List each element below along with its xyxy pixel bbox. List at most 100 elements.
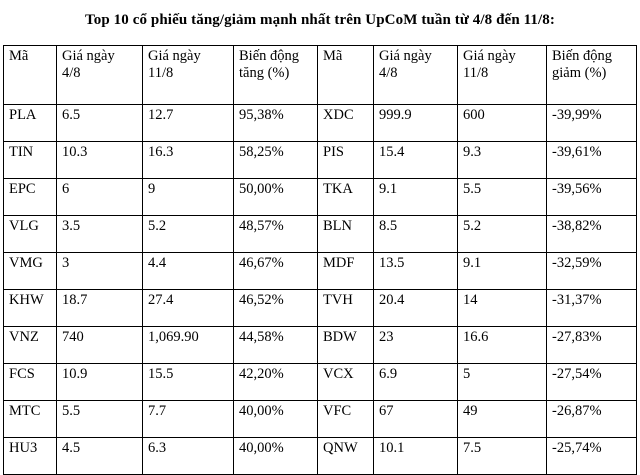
column-header-losers-code: Mã — [317, 45, 374, 105]
page-title: Top 10 cổ phiếu tăng/giảm mạnh nhất trên… — [85, 12, 555, 28]
cell-loser-price-1108: 16.6 — [457, 326, 547, 364]
cell-loser-price-0408: 8.5 — [373, 215, 458, 253]
column-header-gainers-change: Biến động tăng (%) — [233, 45, 318, 105]
column-header-gainers-code: Mã — [3, 45, 57, 105]
cell-loser-price-1108: 49 — [457, 400, 547, 438]
cell-loser-code: VCX — [317, 363, 374, 401]
cell-loser-price-0408: 67 — [373, 400, 458, 438]
table-header-row: Mã Giá ngày 4/8 Giá ngày 11/8 Biến động … — [3, 45, 637, 105]
cell-loser-price-1108: 5.2 — [457, 215, 547, 253]
cell-loser-price-0408: 9.1 — [373, 178, 458, 216]
cell-loser-price-1108: 7.5 — [457, 437, 547, 475]
cell-loser-change: -39,99% — [546, 104, 637, 142]
cell-gainer-code: VMG — [3, 252, 57, 290]
cell-loser-price-1108: 5.5 — [457, 178, 547, 216]
table-row: PLA 6.5 12.7 95,38% XDC 999.9 600 -39,99… — [3, 104, 637, 142]
cell-loser-price-1108: 9.1 — [457, 252, 547, 290]
cell-gainer-change: 44,58% — [233, 326, 318, 364]
cell-loser-code: MDF — [317, 252, 374, 290]
cell-loser-price-0408: 13.5 — [373, 252, 458, 290]
cell-loser-change: -32,59% — [546, 252, 637, 290]
cell-gainer-change: 50,00% — [233, 178, 318, 216]
cell-gainer-code: TIN — [3, 141, 57, 179]
cell-gainer-price-0408: 3 — [56, 252, 143, 290]
cell-loser-code: TKA — [317, 178, 374, 216]
table-row: VMG 3 4.4 46,67% MDF 13.5 9.1 -32,59% — [3, 252, 637, 290]
cell-gainer-price-0408: 740 — [56, 326, 143, 364]
column-header-losers-price-0408: Giá ngày 4/8 — [373, 45, 458, 105]
cell-gainer-code: FCS — [3, 363, 57, 401]
cell-gainer-price-0408: 5.5 — [56, 400, 143, 438]
cell-gainer-price-1108: 6.3 — [142, 437, 234, 475]
cell-gainer-price-1108: 7.7 — [142, 400, 234, 438]
cell-loser-price-1108: 5 — [457, 363, 547, 401]
cell-loser-price-0408: 6.9 — [373, 363, 458, 401]
column-header-gainers-price-0408: Giá ngày 4/8 — [56, 45, 143, 105]
cell-gainer-price-1108: 5.2 — [142, 215, 234, 253]
cell-loser-change: -31,37% — [546, 289, 637, 327]
cell-gainer-price-0408: 6 — [56, 178, 143, 216]
table-header: Mã Giá ngày 4/8 Giá ngày 11/8 Biến động … — [3, 45, 637, 105]
document-page: Top 10 cổ phiếu tăng/giảm mạnh nhất trên… — [3, 12, 637, 475]
cell-gainer-code: MTC — [3, 400, 57, 438]
cell-loser-code: BLN — [317, 215, 374, 253]
cell-gainer-code: VLG — [3, 215, 57, 253]
cell-gainer-code: PLA — [3, 104, 57, 142]
cell-loser-price-0408: 10.1 — [373, 437, 458, 475]
cell-gainer-change: 58,25% — [233, 141, 318, 179]
cell-gainer-price-0408: 4.5 — [56, 437, 143, 475]
stock-movers-table-container: Mã Giá ngày 4/8 Giá ngày 11/8 Biến động … — [3, 45, 637, 475]
cell-gainer-price-1108: 12.7 — [142, 104, 234, 142]
cell-gainer-price-1108: 1,069.90 — [142, 326, 234, 364]
cell-gainer-price-1108: 15.5 — [142, 363, 234, 401]
table-row: EPC 6 9 50,00% TKA 9.1 5.5 -39,56% — [3, 178, 637, 216]
cell-gainer-change: 42,20% — [233, 363, 318, 401]
cell-gainer-code: EPC — [3, 178, 57, 216]
table-row: MTC 5.5 7.7 40,00% VFC 67 49 -26,87% — [3, 400, 637, 438]
cell-gainer-code: KHW — [3, 289, 57, 327]
column-header-losers-price-1108: Giá ngày 11/8 — [457, 45, 547, 105]
cell-gainer-price-1108: 27.4 — [142, 289, 234, 327]
cell-loser-change: -38,82% — [546, 215, 637, 253]
cell-gainer-price-0408: 10.9 — [56, 363, 143, 401]
cell-loser-price-1108: 9.3 — [457, 141, 547, 179]
cell-gainer-change: 46,67% — [233, 252, 318, 290]
cell-loser-code: TVH — [317, 289, 374, 327]
table-body: PLA 6.5 12.7 95,38% XDC 999.9 600 -39,99… — [3, 104, 637, 475]
cell-loser-price-0408: 23 — [373, 326, 458, 364]
column-header-losers-change: Biến động giảm (%) — [546, 45, 637, 105]
table-row: TIN 10.3 16.3 58,25% PIS 15.4 9.3 -39,61… — [3, 141, 637, 179]
cell-gainer-price-1108: 9 — [142, 178, 234, 216]
cell-gainer-change: 46,52% — [233, 289, 318, 327]
table-row: HU3 4.5 6.3 40,00% QNW 10.1 7.5 -25,74% — [3, 437, 637, 475]
cell-loser-change: -26,87% — [546, 400, 637, 438]
cell-gainer-change: 48,57% — [233, 215, 318, 253]
cell-gainer-change: 95,38% — [233, 104, 318, 142]
cell-gainer-price-0408: 18.7 — [56, 289, 143, 327]
cell-gainer-price-0408: 10.3 — [56, 141, 143, 179]
cell-loser-change: -27,83% — [546, 326, 637, 364]
cell-gainer-price-1108: 16.3 — [142, 141, 234, 179]
cell-loser-change: -25,74% — [546, 437, 637, 475]
cell-loser-price-1108: 14 — [457, 289, 547, 327]
cell-gainer-price-1108: 4.4 — [142, 252, 234, 290]
cell-loser-price-0408: 15.4 — [373, 141, 458, 179]
cell-gainer-price-0408: 6.5 — [56, 104, 143, 142]
cell-gainer-change: 40,00% — [233, 400, 318, 438]
table-row: FCS 10.9 15.5 42,20% VCX 6.9 5 -27,54% — [3, 363, 637, 401]
cell-loser-code: VFC — [317, 400, 374, 438]
cell-loser-code: BDW — [317, 326, 374, 364]
table-row: VNZ 740 1,069.90 44,58% BDW 23 16.6 -27,… — [3, 326, 637, 364]
cell-loser-code: PIS — [317, 141, 374, 179]
cell-gainer-change: 40,00% — [233, 437, 318, 475]
column-header-gainers-price-1108: Giá ngày 11/8 — [142, 45, 234, 105]
table-row: VLG 3.5 5.2 48,57% BLN 8.5 5.2 -38,82% — [3, 215, 637, 253]
cell-loser-price-0408: 20.4 — [373, 289, 458, 327]
cell-gainer-code: VNZ — [3, 326, 57, 364]
cell-loser-price-0408: 999.9 — [373, 104, 458, 142]
cell-gainer-price-0408: 3.5 — [56, 215, 143, 253]
cell-loser-change: -39,56% — [546, 178, 637, 216]
table-row: KHW 18.7 27.4 46,52% TVH 20.4 14 -31,37% — [3, 289, 637, 327]
cell-loser-change: -39,61% — [546, 141, 637, 179]
cell-loser-code: QNW — [317, 437, 374, 475]
